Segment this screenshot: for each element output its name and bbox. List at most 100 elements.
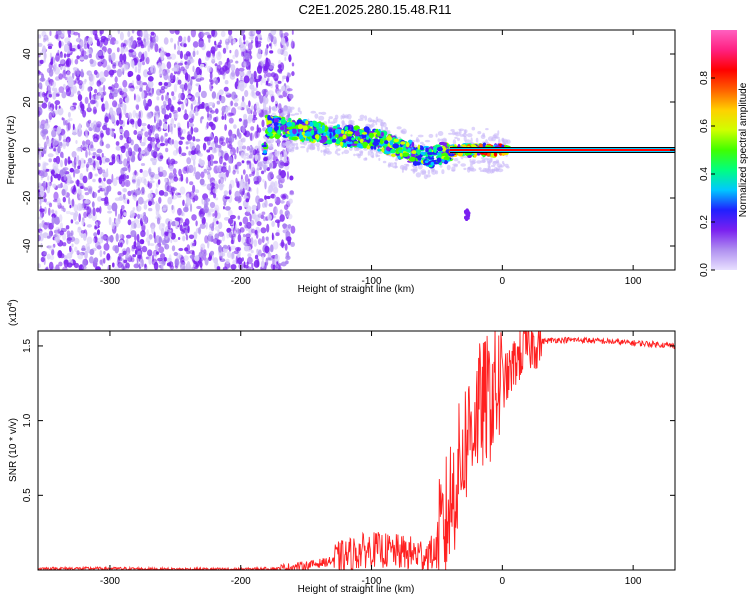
noise-speckle: [183, 206, 189, 213]
noise-speckle: [257, 213, 263, 218]
noise-speckle: [179, 224, 183, 232]
noise-speckle: [41, 198, 44, 203]
trace-halo: [327, 118, 331, 124]
noise-speckle: [255, 104, 260, 110]
noise-speckle: [151, 225, 155, 235]
noise-speckle: [99, 30, 104, 35]
noise-speckle: [257, 238, 262, 246]
noise-speckle: [164, 231, 169, 236]
trace-halo: [471, 126, 476, 131]
noise-speckle: [256, 187, 259, 195]
noise-speckle: [169, 158, 176, 165]
noise-speckle: [195, 66, 201, 76]
noise-speckle: [178, 140, 183, 146]
noise-speckle: [185, 165, 189, 174]
noise-speckle: [145, 56, 150, 65]
noise-speckle: [189, 254, 195, 259]
spur-point: [465, 211, 469, 216]
noise-speckle: [213, 160, 219, 164]
noise-speckle: [158, 190, 165, 196]
noise-speckle: [152, 141, 156, 149]
trace-point: [398, 149, 403, 153]
trace-halo: [382, 160, 387, 164]
noise-speckle: [46, 253, 51, 260]
noise-speckle: [55, 226, 61, 231]
noise-speckle: [131, 30, 135, 34]
noise-speckle: [274, 150, 280, 157]
noise-speckle: [152, 151, 158, 159]
noise-speckle: [145, 236, 151, 243]
noise-speckle: [62, 83, 66, 90]
noise-speckle: [99, 158, 102, 166]
noise-speckle: [126, 121, 130, 125]
noise-speckle: [228, 117, 234, 124]
noise-speckle: [123, 259, 128, 264]
noise-speckle: [167, 232, 172, 239]
noise-speckle: [277, 64, 282, 69]
noise-speckle: [137, 130, 143, 137]
noise-speckle: [232, 233, 236, 238]
noise-speckle: [246, 245, 252, 252]
noise-speckle: [245, 205, 252, 213]
noise-speckle: [84, 36, 87, 46]
trace-point: [313, 122, 320, 128]
noise-speckle: [42, 171, 48, 178]
y-tick-label: -40: [22, 238, 33, 253]
trace-halo: [423, 174, 428, 180]
noise-speckle: [238, 37, 242, 46]
noise-speckle: [147, 76, 154, 82]
noise-speckle: [256, 258, 260, 268]
trace-point: [390, 153, 397, 157]
noise-speckle: [210, 110, 216, 114]
noise-speckle: [267, 214, 272, 221]
noise-speckle: [105, 143, 111, 149]
trace-halo: [490, 164, 496, 168]
noise-speckle: [42, 45, 46, 54]
noise-speckle: [87, 86, 92, 92]
trace-halo: [479, 169, 485, 172]
trace-point: [441, 146, 446, 152]
trace-halo: [415, 172, 422, 178]
trace-halo: [262, 164, 266, 169]
trace-halo: [482, 132, 485, 137]
noise-speckle: [132, 179, 136, 183]
colorbar-tick-label: 0.6: [699, 119, 710, 133]
noise-speckle: [184, 166, 188, 172]
noise-speckle: [96, 40, 101, 47]
noise-speckle: [268, 184, 274, 193]
noise-speckle: [125, 46, 128, 52]
noise-speckle: [142, 82, 148, 86]
noise-speckle: [86, 246, 91, 254]
noise-speckle: [56, 126, 62, 134]
noise-speckle: [220, 30, 226, 38]
noise-speckle: [238, 118, 242, 122]
noise-speckle: [228, 183, 232, 192]
noise-speckle: [105, 127, 111, 136]
noise-speckle: [133, 195, 137, 202]
noise-speckle: [115, 141, 120, 146]
trace-halo: [356, 146, 360, 152]
noise-speckle: [241, 257, 244, 262]
trace-halo: [455, 131, 460, 137]
noise-speckle: [58, 63, 61, 68]
noise-speckle: [231, 70, 235, 77]
noise-speckle: [157, 62, 162, 69]
noise-speckle: [93, 124, 97, 133]
noise-speckle: [117, 261, 123, 268]
noise-speckle: [143, 215, 148, 224]
trace-halo: [452, 139, 457, 146]
noise-speckle: [116, 47, 120, 53]
noise-speckle: [237, 139, 244, 147]
noise-speckle: [191, 242, 197, 247]
noise-speckle: [122, 53, 127, 62]
noise-speckle: [86, 224, 92, 228]
trace-point: [285, 133, 290, 137]
noise-speckle: [237, 106, 242, 110]
noise-speckle: [224, 113, 227, 121]
noise-speckle: [61, 154, 64, 159]
noise-speckle: [248, 226, 253, 236]
noise-speckle: [290, 225, 296, 234]
noise-speckle: [283, 150, 288, 159]
noise-speckle: [158, 196, 162, 204]
noise-speckle: [99, 71, 105, 80]
